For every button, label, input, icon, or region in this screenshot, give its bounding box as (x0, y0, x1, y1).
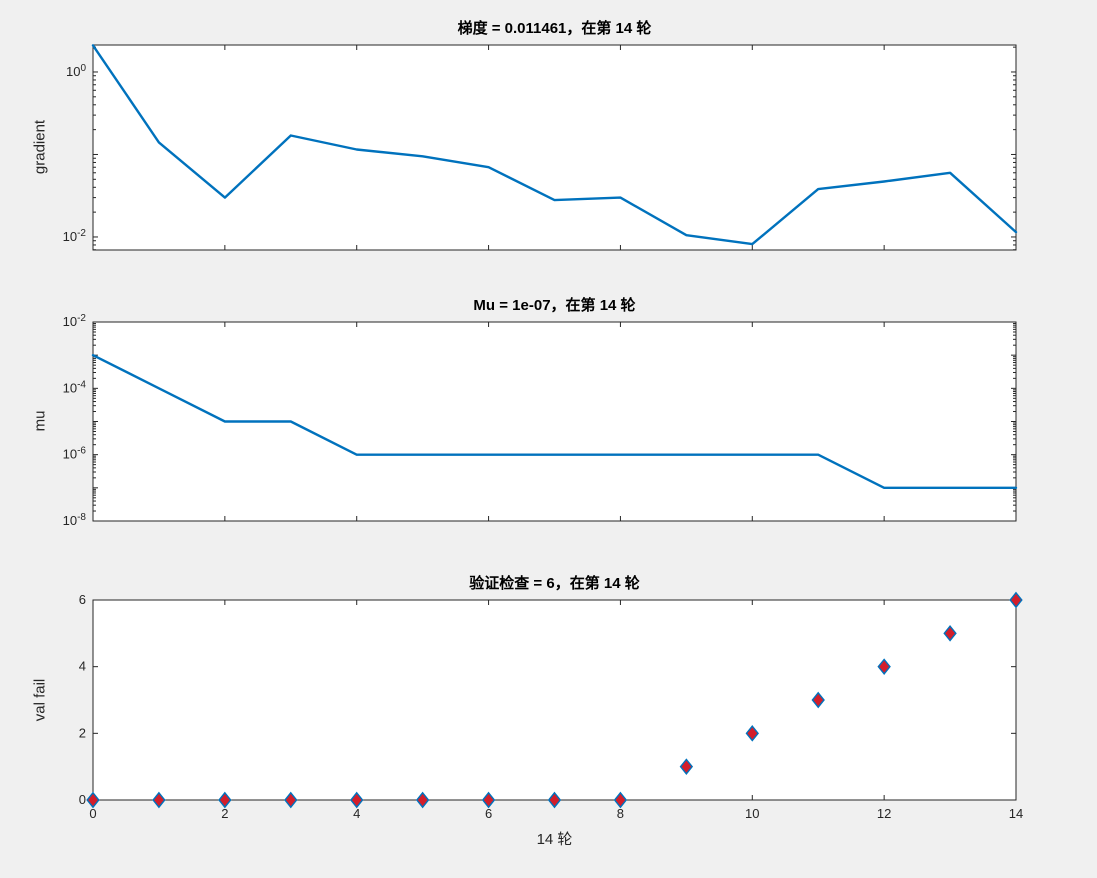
val-fail-diamond-marker (745, 725, 759, 742)
val-fail-diamond-marker (350, 791, 364, 809)
x-tick-label: 14 (1009, 806, 1023, 821)
val-fail-diamond-marker (415, 791, 430, 809)
y-tick-label: 10-2 (63, 228, 87, 244)
x-tick-label: 6 (485, 806, 492, 821)
y-tick-label: 2 (79, 725, 86, 740)
val-fail-diamond-marker (877, 658, 891, 675)
y-tick-label: 100 (66, 63, 86, 79)
x-axis-label: 14 轮 (536, 831, 573, 848)
y-tick-label: 4 (79, 659, 86, 674)
x-tick-label: 0 (89, 806, 96, 821)
y-tick-label: 10-6 (63, 446, 87, 462)
x-tick-label: 10 (745, 806, 759, 821)
mu-line (91, 354, 1018, 489)
val-fail-diamond-marker (943, 625, 957, 642)
subplot-gradient: 100 10-2 (63, 44, 1018, 251)
x-tick-label: 8 (617, 806, 624, 821)
val-fail-y-axis-label: val fail (31, 678, 49, 722)
val-fail-diamond-marker (613, 791, 628, 809)
y-tick-label: 0 (79, 792, 86, 807)
mu-plot-title: Mu = 1e-07，在第 14 轮 (473, 297, 636, 314)
val-fail-diamond-marker (152, 791, 166, 809)
subplot-mu: 10-2 10-4 10-6 10-8 (63, 313, 1018, 528)
x-tick-label: 4 (353, 806, 360, 821)
val-fail-diamond-marker (284, 791, 298, 809)
x-tick-label: 12 (877, 806, 891, 821)
y-tick-label: 10-4 (63, 379, 87, 395)
gradient-line (91, 44, 1018, 246)
y-tick-label: 6 (79, 592, 86, 607)
y-tick-label: 10-8 (63, 512, 87, 528)
val-fail-diamond-marker (218, 791, 232, 809)
subplot-val-fail: 0 2 4 6 8 10 12 14 0 2 4 6 (79, 591, 1023, 821)
val-fail-diamond-marker (811, 691, 825, 709)
x-tick-label: 2 (221, 806, 228, 821)
y-tick-label: 10-2 (63, 313, 87, 329)
val-fail-diamond-marker (1009, 591, 1023, 609)
val-fail-diamond-marker (86, 791, 100, 809)
val-fail-diamond-marker (547, 791, 562, 809)
gradient-plot-title: 梯度 = 0.011461，在第 14 轮 (457, 20, 652, 37)
gradient-y-axis-label: gradient (31, 119, 49, 175)
val-fail-diamond-marker (679, 758, 694, 775)
val-fail-diamond-marker (481, 791, 496, 809)
val-fail-plot-title: 验证检查 = 6，在第 14 轮 (469, 575, 640, 592)
mu-y-axis-label: mu (31, 410, 49, 432)
